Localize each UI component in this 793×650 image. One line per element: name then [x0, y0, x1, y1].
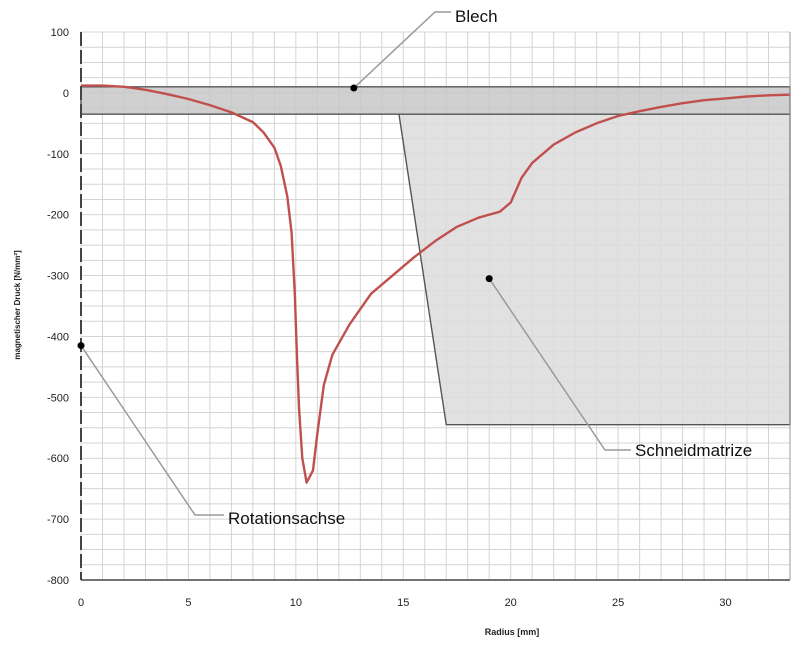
- x-axis-label: Radius [mm]: [485, 627, 540, 637]
- chart-regions: [80, 86, 791, 426]
- chart-series: [81, 84, 791, 484]
- x-tick-label: 0: [78, 597, 84, 609]
- y-tick-label: -100: [47, 149, 69, 161]
- y-tick-label: -500: [47, 392, 69, 404]
- x-tick-label: 5: [185, 597, 191, 609]
- annotation-leader: [80, 345, 224, 516]
- chart-tick-labels: 100 0 -100 -200 -300 -400 -500 -600 -700 -800 0 5 10…: [47, 27, 732, 609]
- pressure-curve: [81, 84, 791, 484]
- annotation-label: Rotationsachse: [228, 509, 345, 528]
- y-tick-label: -600: [47, 453, 69, 465]
- chart-axes: [80, 32, 791, 581]
- annotation-dot: [485, 275, 493, 283]
- annotation-label: Schneidmatrize: [635, 441, 752, 460]
- y-tick-label: 0: [63, 88, 69, 100]
- annotation-leader: [488, 278, 631, 451]
- y-tick-label: -700: [47, 514, 69, 526]
- x-tick-label: 10: [290, 597, 302, 609]
- y-tick-label: 100: [51, 27, 69, 39]
- chart-annotations: Blech Schneidmatrize Rotationsachse: [77, 7, 752, 528]
- y-axis-label: magnetischer Druck [N/mm²]: [13, 250, 22, 360]
- x-tick-label: 20: [505, 597, 517, 609]
- x-tick-label: 15: [397, 597, 409, 609]
- annotation-dot: [350, 84, 358, 92]
- y-tick-label: -400: [47, 331, 69, 343]
- x-tick-label: 30: [719, 597, 731, 609]
- annotation-label: Blech: [455, 7, 498, 26]
- blech-region: [80, 86, 791, 115]
- annotation-leader: [353, 11, 451, 89]
- schneidmatrize-region: [398, 113, 791, 426]
- y-tick-label: -800: [47, 575, 69, 587]
- annotation-dot: [77, 342, 85, 350]
- x-tick-label: 25: [612, 597, 624, 609]
- y-tick-label: -300: [47, 271, 69, 283]
- y-tick-label: -200: [47, 210, 69, 222]
